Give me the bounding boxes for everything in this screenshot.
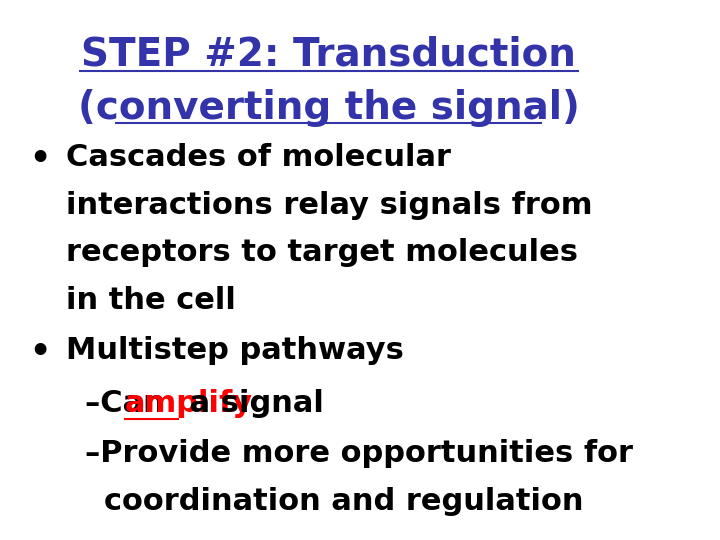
- Text: •: •: [30, 143, 51, 176]
- Text: –Can: –Can: [86, 389, 176, 418]
- Text: receptors to target molecules: receptors to target molecules: [66, 238, 577, 267]
- Text: coordination and regulation: coordination and regulation: [104, 487, 583, 516]
- Text: Cascades of molecular: Cascades of molecular: [66, 143, 451, 172]
- Text: interactions relay signals from: interactions relay signals from: [66, 191, 593, 220]
- Text: (converting the signal): (converting the signal): [78, 89, 580, 127]
- Text: STEP #2: Transduction: STEP #2: Transduction: [81, 35, 576, 73]
- Text: Multistep pathways: Multistep pathways: [66, 336, 404, 365]
- Text: in the cell: in the cell: [66, 286, 235, 315]
- Text: •: •: [30, 336, 51, 369]
- Text: a signal: a signal: [179, 389, 323, 418]
- Text: amplify: amplify: [125, 389, 253, 418]
- Text: –Provide more opportunities for: –Provide more opportunities for: [86, 439, 634, 468]
